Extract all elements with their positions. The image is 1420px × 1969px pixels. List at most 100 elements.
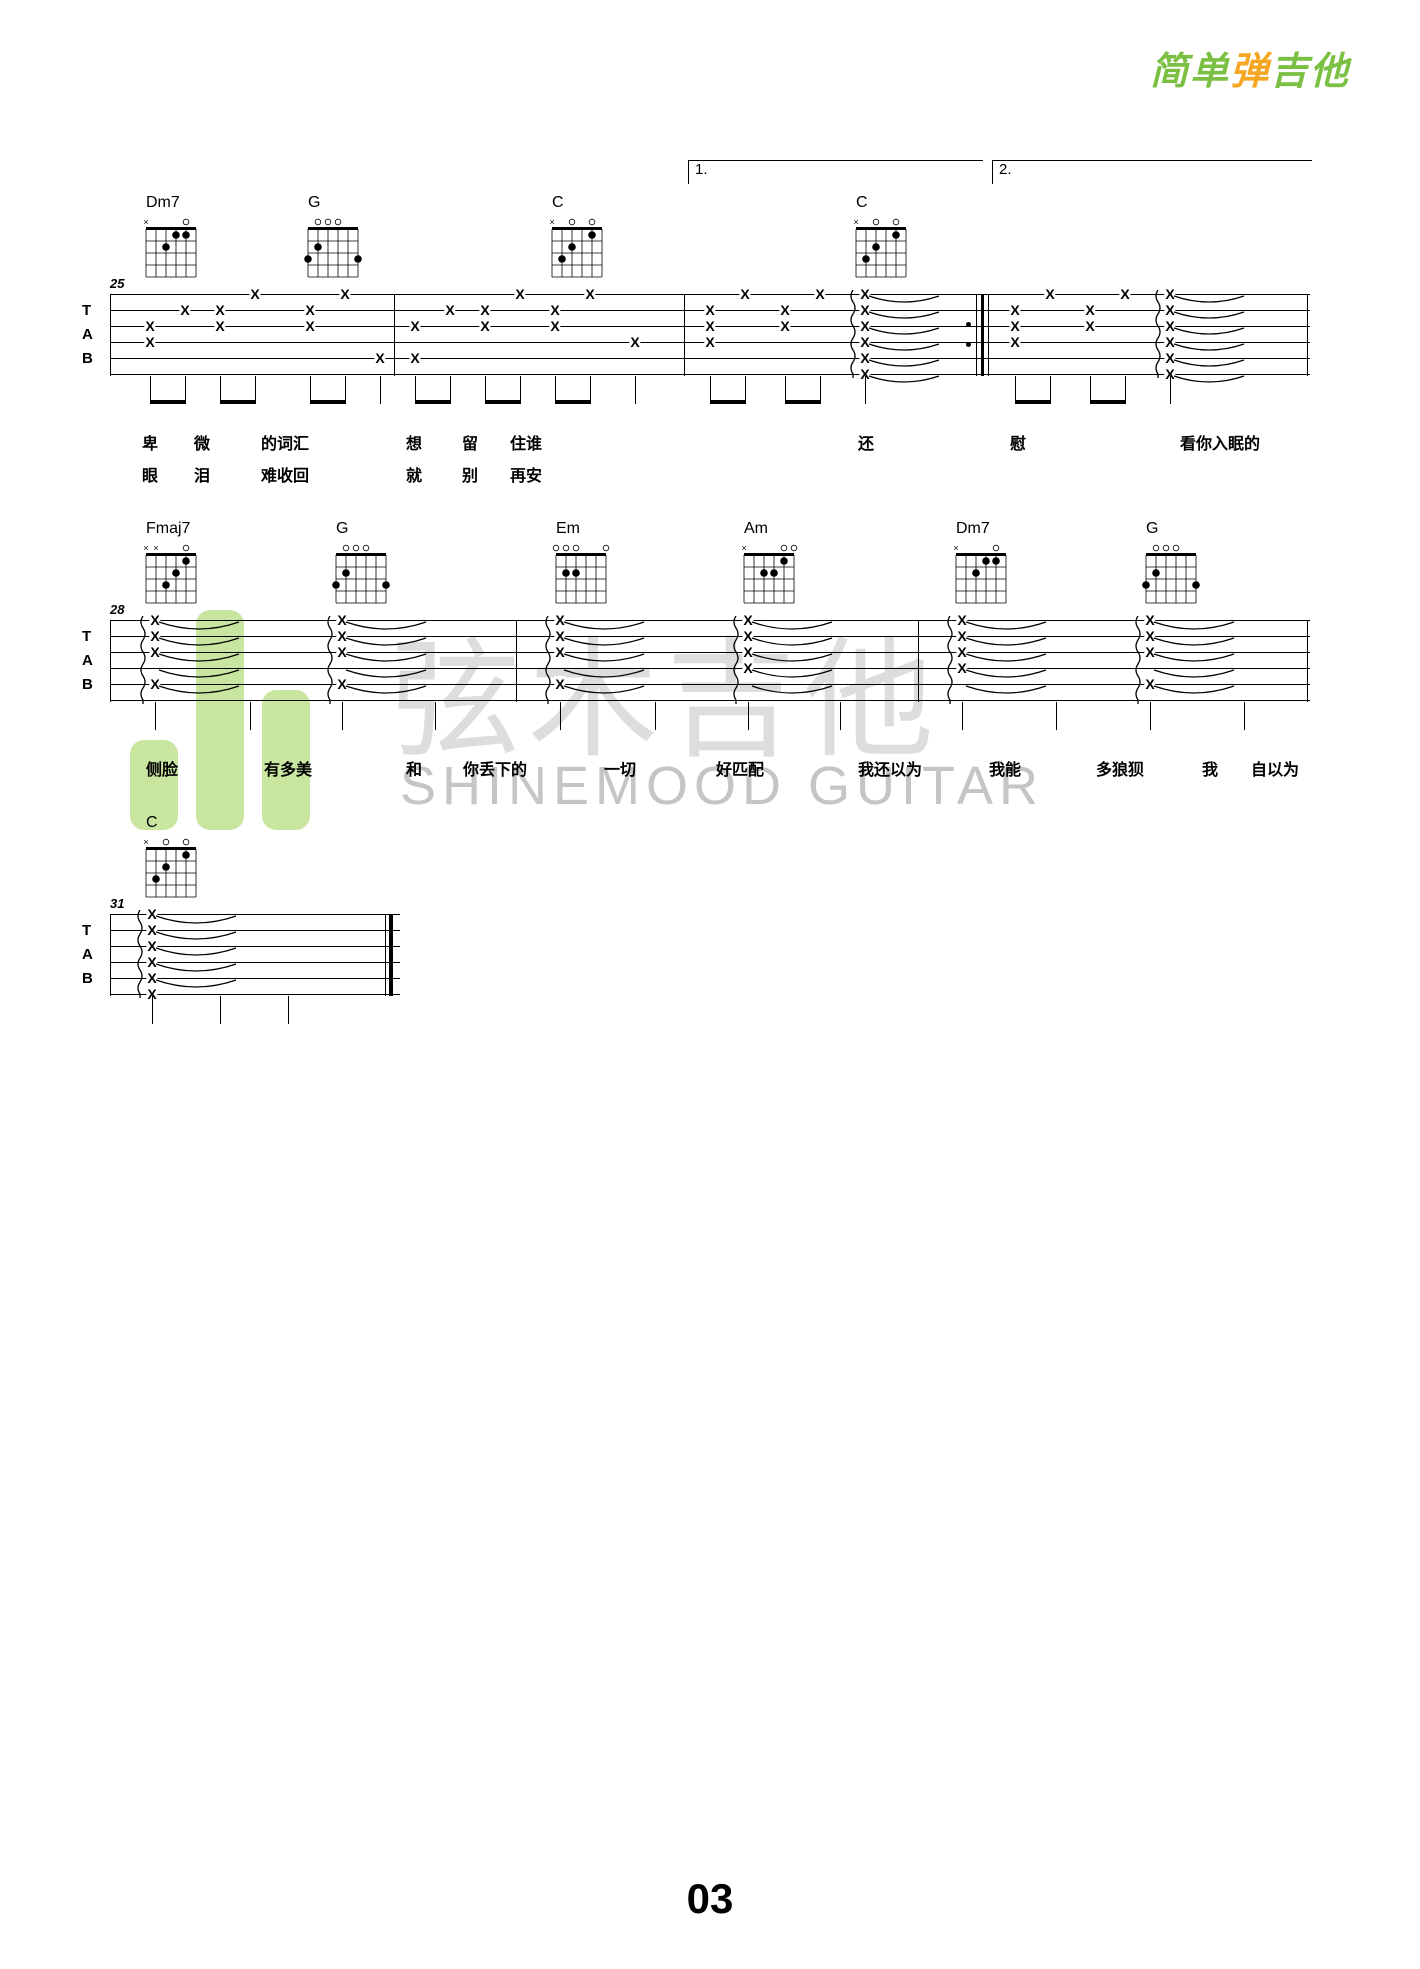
brand-logo: 简单弹吉他 xyxy=(1150,40,1350,95)
svg-text:×: × xyxy=(153,543,158,553)
tab-note: X xyxy=(1084,318,1095,334)
tie xyxy=(159,634,239,650)
tie xyxy=(869,356,939,372)
stem xyxy=(1150,702,1151,730)
system-2: Fmaj7××GEmAm×Dm7×G TAB28XXXXXXXXXXXXXXXX… xyxy=(110,520,1310,784)
tab-staff-1: TAB25XXXXXXXXXXXXXXXXXXXXXXXXXXXXXXXXXXX… xyxy=(110,294,1310,376)
tie xyxy=(159,666,239,682)
chord-G: G xyxy=(330,520,392,609)
tab-clef: B xyxy=(82,970,93,987)
tab-note: X xyxy=(1044,286,1055,302)
tab-note: X xyxy=(1009,302,1020,318)
page-number: 03 xyxy=(687,1875,734,1923)
tab-note: X xyxy=(214,302,225,318)
lyric: 想 xyxy=(406,430,422,454)
stem xyxy=(1056,702,1057,730)
tab-note: X xyxy=(549,302,560,318)
tie xyxy=(156,928,236,944)
barline xyxy=(1307,294,1308,376)
tie xyxy=(752,682,832,698)
lyric: 有多美 xyxy=(264,756,312,780)
barline xyxy=(516,620,517,702)
lyric: 卑 xyxy=(142,430,158,454)
chord-name: Em xyxy=(550,520,612,538)
arpeggio-icon xyxy=(1154,290,1162,378)
svg-text:×: × xyxy=(143,837,148,847)
barline xyxy=(394,294,395,376)
chord-name: Dm7 xyxy=(140,194,202,212)
tie xyxy=(159,650,239,666)
beam xyxy=(310,400,346,404)
lyric: 泪 xyxy=(194,462,210,486)
tie xyxy=(752,650,832,666)
barline xyxy=(988,294,989,376)
tab-note: X xyxy=(409,350,420,366)
stem xyxy=(840,702,841,730)
tie xyxy=(346,666,426,682)
stem xyxy=(250,702,251,730)
svg-text:×: × xyxy=(741,543,746,553)
tab-note: X xyxy=(304,318,315,334)
tie xyxy=(1174,292,1244,308)
chord-Am: Am × xyxy=(738,520,800,609)
measure-number: 28 xyxy=(110,602,124,617)
barline xyxy=(110,294,111,376)
stem xyxy=(152,996,153,1024)
tab-note: X xyxy=(1009,318,1020,334)
lyric: 你丢下的 xyxy=(463,756,527,780)
stem xyxy=(655,702,656,730)
logo-part2: 弹 xyxy=(1230,51,1270,93)
lyric: 看你入眠的 xyxy=(1180,430,1260,454)
stem xyxy=(1170,376,1171,404)
tie xyxy=(966,650,1046,666)
tab-note: X xyxy=(144,318,155,334)
tie xyxy=(869,340,939,356)
tie xyxy=(1154,618,1234,634)
tab-note: X xyxy=(584,286,595,302)
barline xyxy=(918,620,919,702)
arpeggio-icon xyxy=(946,616,954,704)
tie xyxy=(564,634,644,650)
tie xyxy=(1174,356,1244,372)
chord-name: C xyxy=(546,194,608,212)
chord-G: G xyxy=(1140,520,1202,609)
tab-clef: A xyxy=(82,652,93,669)
lyric: 微 xyxy=(194,430,210,454)
sheet-music-page: 简单弹吉他 弦木吉他 SHINEMOOD GUITAR 1.2. Dm7×GC×… xyxy=(0,0,1420,1969)
stem xyxy=(435,702,436,730)
tie xyxy=(966,618,1046,634)
beam xyxy=(1015,400,1051,404)
chord-name: Am xyxy=(738,520,800,538)
beam xyxy=(220,400,256,404)
tab-note: X xyxy=(144,334,155,350)
beam xyxy=(710,400,746,404)
lyric: 和 xyxy=(406,756,422,780)
beam xyxy=(485,400,521,404)
chord-name: C xyxy=(140,814,202,832)
lyric-row-1a: 卑微的词汇想留住谁还慰看你入眠的 xyxy=(110,430,1310,458)
barline xyxy=(392,914,393,996)
chord-name: Fmaj7 xyxy=(140,520,202,538)
tie xyxy=(156,944,236,960)
tab-note: X xyxy=(629,334,640,350)
lyric: 一切 xyxy=(604,756,636,780)
system-1: 1.2. Dm7×GC×C× TAB25XXXXXXXXXXXXXXXXXXXX… xyxy=(110,160,1310,490)
chord-name: Dm7 xyxy=(950,520,1012,538)
stem xyxy=(635,376,636,404)
volta-bracket: 1. xyxy=(688,160,983,184)
beam xyxy=(785,400,821,404)
chord-C: C× xyxy=(850,194,912,283)
stem xyxy=(380,376,381,404)
tie xyxy=(1154,682,1234,698)
tie xyxy=(1154,666,1234,682)
tie xyxy=(1174,340,1244,356)
tie xyxy=(1174,324,1244,340)
measure-number: 25 xyxy=(110,276,124,291)
svg-text:×: × xyxy=(143,217,148,227)
chord-C: C× xyxy=(546,194,608,283)
arpeggio-icon xyxy=(849,290,857,378)
tie xyxy=(156,960,236,976)
stem xyxy=(560,702,561,730)
volta-bracket: 2. xyxy=(992,160,1312,184)
lyric: 还 xyxy=(858,430,874,454)
